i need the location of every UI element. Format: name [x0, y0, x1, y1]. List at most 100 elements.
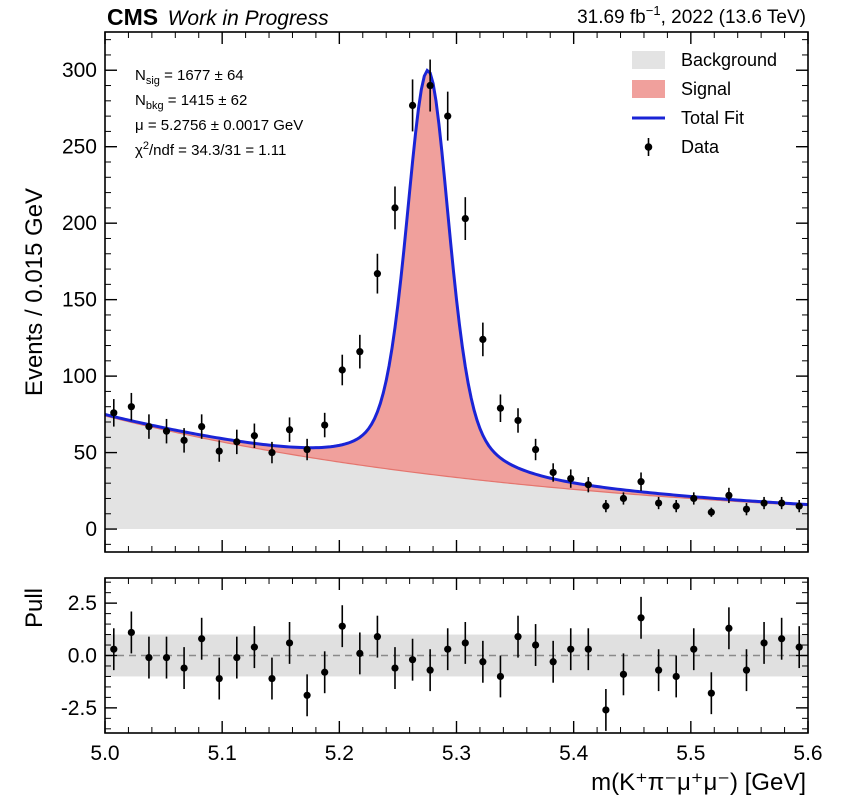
data-point [356, 334, 364, 369]
data-point-marker [531, 445, 540, 454]
data-point [426, 59, 434, 112]
data-point [110, 399, 118, 427]
fit-stat-line: Nsig = 1677 ± 64 [135, 67, 244, 87]
pull-marker [391, 664, 399, 672]
data-point-marker [198, 422, 206, 431]
data-point-marker [619, 494, 628, 503]
legend-label: Data [681, 137, 720, 157]
data-point [619, 492, 628, 505]
data-point-marker [250, 432, 258, 440]
main-frame [104, 31, 809, 553]
pull-marker [356, 649, 364, 658]
data-point [549, 463, 557, 482]
data-point-marker [285, 426, 294, 434]
pull-marker [444, 645, 452, 653]
pull-point [742, 649, 751, 692]
pull-marker [285, 639, 294, 647]
data-point [250, 423, 258, 448]
data-point-marker [496, 404, 505, 412]
pull-point [496, 655, 505, 698]
pull-point [531, 624, 540, 666]
pull-point [444, 628, 452, 671]
status-label: Work in Progress [168, 7, 330, 30]
pull-point [619, 653, 628, 696]
data-point-marker [795, 502, 803, 510]
x-tick-label: 5.4 [559, 742, 589, 765]
data-point [321, 412, 329, 438]
data-point [198, 414, 206, 439]
signal-area [105, 70, 808, 506]
main-y-tick-label: 300 [62, 59, 97, 82]
lumi-value: 31.69 fb [577, 7, 646, 28]
data-point [778, 496, 786, 510]
pull-point [110, 628, 118, 671]
pull-marker [584, 645, 592, 653]
pull-plot-area [105, 596, 808, 731]
data-point-marker [778, 499, 786, 507]
pull-point [408, 638, 417, 681]
legend-label: Background [681, 50, 777, 70]
data-point-marker [549, 468, 557, 477]
fit-stat-line: Nbkg = 1415 ± 62 [135, 92, 247, 112]
pull-point [250, 626, 258, 669]
pull-marker [637, 614, 645, 622]
data-point [285, 417, 294, 442]
data-point [742, 503, 751, 516]
data-point-marker [145, 422, 153, 431]
pull-marker [321, 668, 329, 676]
legend-entry: Background [632, 50, 777, 70]
pull-point [707, 672, 715, 715]
pull-point [338, 605, 346, 648]
data-point-marker [567, 474, 575, 483]
legend-entry: Signal [632, 79, 731, 99]
pull-point [285, 621, 294, 664]
legend-swatch [632, 80, 665, 98]
main-axes-ticks: 0 50 100 150 200 250 300 [62, 32, 809, 552]
pull-marker [549, 658, 557, 666]
data-point [496, 394, 505, 422]
pull-marker [180, 664, 188, 672]
data-point [127, 392, 135, 421]
data-point [180, 428, 188, 453]
data-point-marker [690, 494, 698, 503]
pull-marker [110, 645, 118, 653]
pull-point [637, 596, 645, 639]
data-point-marker [127, 403, 135, 411]
stat-value: = 5.2756 ± 0.0017 GeV [144, 117, 304, 134]
x-tick-label: 5.6 [793, 742, 822, 765]
pull-point [567, 628, 575, 671]
pull-y-tick-label: -2.5 [61, 697, 97, 720]
data-point [391, 186, 399, 230]
legend-marker [644, 143, 653, 151]
pull-point [198, 617, 206, 660]
legend-swatch [632, 51, 665, 69]
pull-marker [408, 656, 417, 664]
x-tick-label: 5.3 [442, 742, 471, 765]
data-point [637, 472, 645, 491]
data-point-marker [479, 335, 487, 344]
pull-marker [655, 666, 663, 674]
data-point [162, 418, 171, 444]
legend-label: Signal [681, 79, 731, 99]
main-y-tick-label: 150 [62, 289, 97, 312]
pull-frame [104, 577, 809, 734]
x-tick-label: 5.0 [90, 742, 119, 765]
pull-point [479, 640, 487, 683]
legend-entry: Total Fit [632, 108, 744, 128]
stat-subscript: bkg [146, 100, 164, 112]
pull-marker [672, 672, 680, 681]
pull-marker [426, 666, 434, 674]
data-point-marker [180, 436, 188, 444]
pull-point [672, 655, 680, 698]
data-point-marker [391, 204, 399, 212]
main-y-tick-label: 0 [85, 518, 97, 541]
data-point-marker [110, 409, 118, 417]
data-point-marker [742, 505, 751, 513]
experiment-name: CMS [107, 4, 158, 30]
data-point-marker [373, 270, 382, 278]
x-tick-label: 5.5 [676, 742, 705, 765]
x-axis-label: m(K⁺π⁻μ⁺μ⁻) [GeV] [591, 769, 806, 796]
pull-marker [268, 674, 276, 683]
data-point [531, 438, 540, 461]
